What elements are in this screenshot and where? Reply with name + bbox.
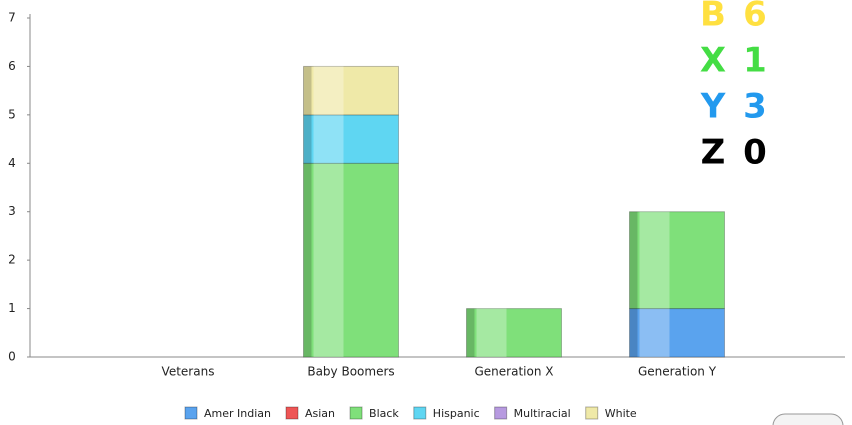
bar-highlight <box>640 309 670 357</box>
bar-highlight <box>640 212 670 309</box>
annotation-value: 6 <box>743 0 767 35</box>
y-tick-label: 7 <box>8 11 16 25</box>
y-tick-label: 3 <box>8 204 16 218</box>
bar-shade <box>304 163 312 357</box>
y-tick-label: 4 <box>8 156 16 170</box>
y-tick-label: 6 <box>8 59 16 73</box>
bar-shade <box>630 212 638 309</box>
bar-highlight <box>314 66 344 114</box>
annotation-label: X <box>700 41 726 81</box>
bar-shade <box>467 309 475 357</box>
annotation-value: 1 <box>743 41 767 81</box>
bar-highlight <box>477 309 507 357</box>
x-tick-label: Generation X <box>475 365 554 379</box>
bar-shade <box>630 309 638 357</box>
x-tick-label: Veterans <box>162 365 215 379</box>
y-tick-label: 2 <box>8 253 16 267</box>
legend-label: Black <box>369 407 399 420</box>
legend-swatch <box>185 407 197 419</box>
legend-label: Asian <box>305 407 335 420</box>
annotation-label: B <box>700 0 726 35</box>
annotation-value: 3 <box>743 87 767 127</box>
legend-label: Amer Indian <box>204 407 271 420</box>
annotation-label: Z <box>701 133 726 173</box>
bar-shade <box>304 115 312 163</box>
annotation-value: 0 <box>743 133 767 173</box>
legend-swatch <box>414 407 426 419</box>
button[interactable] <box>773 414 843 425</box>
legend-swatch <box>586 407 598 419</box>
bar-highlight <box>314 163 344 357</box>
legend-label: Hispanic <box>433 407 480 420</box>
legend-swatch <box>350 407 362 419</box>
legend-swatch <box>495 407 507 419</box>
bar-shade <box>304 66 312 114</box>
legend-label: White <box>605 407 637 420</box>
y-tick-label: 5 <box>8 107 16 121</box>
y-tick-label: 0 <box>8 350 16 364</box>
legend-label: Multiracial <box>514 407 571 420</box>
legend-swatch <box>286 407 298 419</box>
x-tick-label: Generation Y <box>638 365 717 379</box>
x-tick-label: Baby Boomers <box>307 365 394 379</box>
bar-highlight <box>314 115 344 163</box>
chart: 0 1 2 3 4 5 6 7 Veterans Baby Boomers Generation X… <box>0 0 852 425</box>
y-tick-label: 1 <box>8 301 16 315</box>
annotation-label: Y <box>700 87 726 127</box>
